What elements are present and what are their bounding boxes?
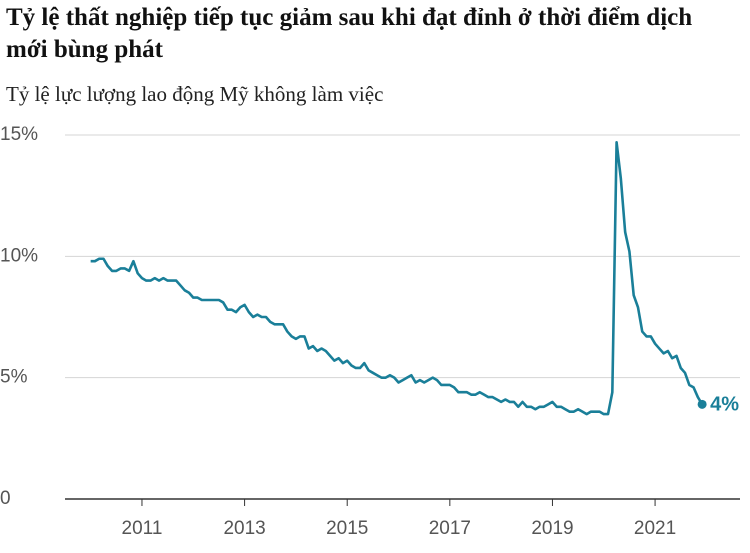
x-tick-label: 2011 — [122, 518, 163, 539]
y-tick-label: 0 — [0, 488, 11, 509]
x-tick-label: 2015 — [326, 518, 368, 539]
x-tick-label: 2021 — [634, 518, 676, 539]
chart-title: Tỷ lệ thất nghiệp tiếp tục giảm sau khi … — [6, 4, 693, 63]
y-tick-label: 10% — [0, 245, 38, 266]
end-point — [697, 399, 707, 409]
y-tick-label: 15% — [0, 124, 38, 145]
x-tick-label: 2019 — [531, 518, 573, 539]
y-tick-label: 5% — [0, 367, 28, 388]
value-label: 4% — [710, 394, 739, 416]
x-tick-label: 2013 — [223, 518, 265, 539]
chart-subtitle: Tỷ lệ lực lượng lao động Mỹ không làm vi… — [6, 82, 384, 106]
data-line — [90, 140, 704, 416]
x-tick-label: 2017 — [429, 518, 471, 539]
